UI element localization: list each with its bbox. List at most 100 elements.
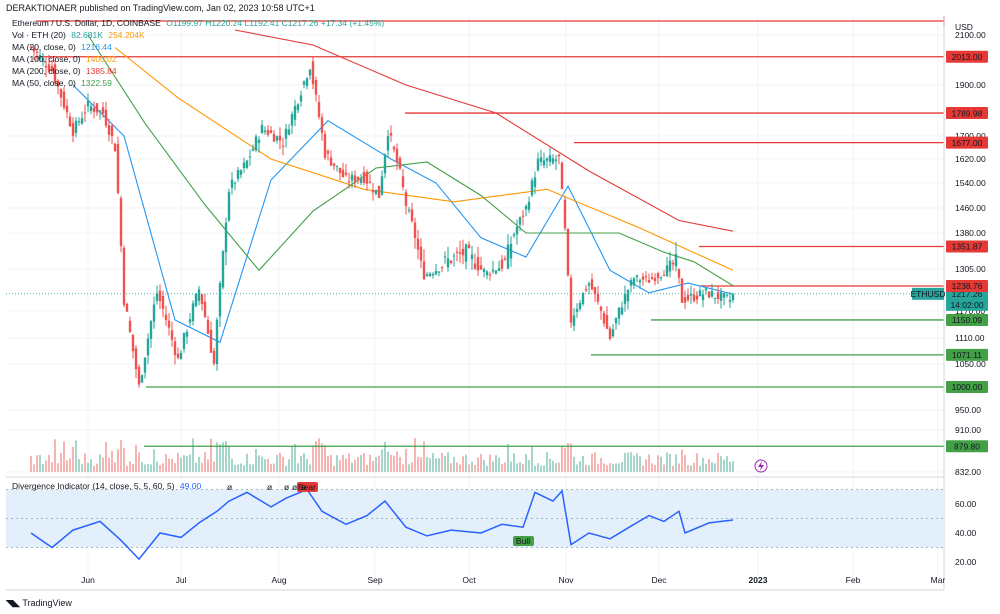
- candle: [629, 280, 633, 286]
- candle: [560, 162, 564, 190]
- candle: [362, 171, 366, 183]
- volume-bar: [66, 460, 68, 472]
- candle: [473, 263, 477, 269]
- candle: [323, 133, 327, 158]
- symbol-title[interactable]: Ethereum / U.S. Dollar, 1D, COINBASE: [12, 18, 161, 28]
- volume-bar: [552, 460, 554, 472]
- phi-mark: ø: [292, 482, 297, 492]
- candle: [620, 307, 624, 315]
- tradingview-logo[interactable]: ◥◣ TradingView: [6, 598, 72, 609]
- candle: [155, 293, 159, 301]
- candle: [530, 180, 534, 196]
- volume-bar: [276, 454, 278, 472]
- indicator-tick-label: 20.00: [955, 557, 977, 567]
- candle: [614, 318, 618, 324]
- legend-ma200-row[interactable]: MA (200, close, 0) 1385.84: [12, 66, 117, 76]
- candle: [692, 294, 696, 301]
- candle: [245, 160, 249, 168]
- volume-bar: [486, 465, 488, 472]
- volume-bar: [318, 438, 320, 472]
- candle: [515, 226, 519, 235]
- volume-bar: [192, 438, 194, 472]
- volume-bar: [477, 457, 479, 472]
- volume-bar: [492, 461, 494, 472]
- legend-volume-row[interactable]: Vol · ETH (20) 82.681K 254.204K: [12, 30, 145, 40]
- countdown-label: 14:02:00: [950, 300, 983, 310]
- signal-label: Bear: [298, 482, 316, 492]
- candle: [569, 277, 573, 323]
- candle: [44, 65, 48, 68]
- volume-bar: [435, 458, 437, 472]
- volume-bar: [201, 462, 203, 472]
- candle: [602, 312, 606, 324]
- candle: [41, 58, 45, 62]
- legend-ma100-row[interactable]: MA (100, close, 0) 1400.02: [12, 54, 117, 64]
- volume-bar: [393, 455, 395, 472]
- legend-divergence-row[interactable]: Divergence Indicator (14, close, 5, 5, 6…: [12, 481, 201, 491]
- divergence-value: 49.00: [179, 481, 202, 491]
- volume-bar: [465, 454, 467, 472]
- volume-bar: [651, 463, 653, 472]
- candle: [215, 319, 219, 365]
- volume-bar: [693, 462, 695, 472]
- candle: [479, 265, 483, 270]
- volume-bar: [285, 465, 287, 472]
- candle: [140, 375, 144, 383]
- candle: [305, 78, 309, 87]
- volume-bar: [369, 454, 371, 472]
- level-tag-label: 1789.98: [952, 108, 983, 118]
- candle: [149, 321, 153, 339]
- price-tick-label: 2100.00: [955, 30, 986, 40]
- candle: [290, 114, 294, 126]
- candle: [242, 162, 246, 169]
- candle: [557, 154, 561, 157]
- legend-ma20-row[interactable]: MA (20, close, 0) 1216.44: [12, 42, 112, 52]
- candle: [434, 270, 438, 275]
- phi-mark: ø: [284, 482, 289, 492]
- level-tag: [946, 107, 988, 120]
- tradingview-brand: TradingView: [22, 598, 72, 608]
- volume-bar: [90, 459, 92, 472]
- volume-bar: [288, 459, 290, 472]
- volume-value: 82.681K: [71, 30, 103, 40]
- published-header: DERAKTIONAER published on TradingView.co…: [6, 3, 315, 13]
- time-axis[interactable]: Jun Jul Aug Sep Oct Nov Dec 2023 Feb Mar: [6, 575, 945, 591]
- candle: [110, 125, 114, 137]
- candle: [365, 171, 369, 184]
- volume-bar: [600, 458, 602, 472]
- candle: [707, 291, 711, 298]
- volume-bar: [87, 462, 89, 472]
- candle: [386, 136, 390, 151]
- volume-bar: [699, 465, 701, 472]
- volume-bar: [279, 452, 281, 472]
- volume-bar: [294, 443, 296, 472]
- volume-bar: [690, 465, 692, 472]
- volume-bar: [258, 455, 260, 472]
- candle: [668, 260, 672, 272]
- volume-bar: [36, 455, 38, 472]
- candle: [74, 120, 78, 133]
- volume-bar: [105, 442, 107, 472]
- candle: [413, 222, 417, 238]
- candle: [716, 292, 720, 299]
- ma100-label: MA (100, close, 0): [12, 54, 81, 64]
- legend-ma50-row[interactable]: MA (50, close, 0) 1322.59: [12, 78, 112, 88]
- level-tag-label: 2013.00: [952, 52, 983, 62]
- candle: [95, 103, 99, 113]
- price-tick-label: 1620.00: [955, 154, 986, 164]
- candle: [269, 130, 273, 133]
- volume-bar: [426, 456, 428, 472]
- candle: [503, 258, 507, 260]
- price-tag: [946, 287, 988, 311]
- volume-bar: [654, 464, 656, 472]
- volume-bar: [141, 462, 143, 472]
- phi-mark: ø: [301, 482, 306, 492]
- volume-bar: [99, 454, 101, 472]
- volume-bar: [51, 462, 53, 472]
- candle: [410, 209, 414, 222]
- ma200-label: MA (200, close, 0): [12, 66, 81, 76]
- volume-bar: [549, 458, 551, 472]
- volume-bar: [300, 456, 302, 472]
- candle: [491, 269, 495, 272]
